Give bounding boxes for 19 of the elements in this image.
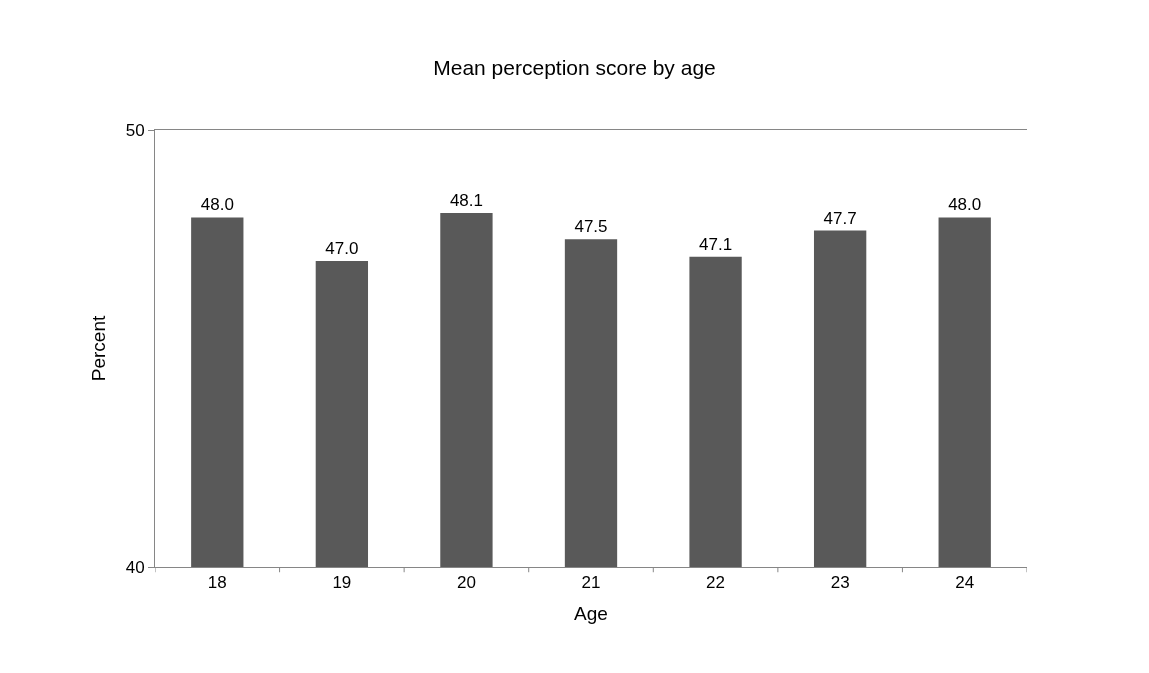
chart-title: Mean perception score by age xyxy=(433,55,716,79)
y-tick-label: 50 xyxy=(125,120,145,140)
x-tick-label: 21 xyxy=(581,573,601,593)
x-tick-label: 20 xyxy=(456,573,476,593)
x-tick-label: 24 xyxy=(955,573,975,593)
x-tick-label: 22 xyxy=(706,573,726,593)
data-label: 47.7 xyxy=(823,208,857,228)
x-axis-title: Age xyxy=(574,603,608,625)
x-tick-label: 19 xyxy=(332,573,352,593)
data-label: 48.0 xyxy=(948,195,982,215)
data-label: 48.1 xyxy=(449,191,483,211)
data-label: 48.0 xyxy=(200,195,234,215)
y-axis-title: Percent xyxy=(87,315,109,382)
data-label: 47.5 xyxy=(574,217,608,237)
x-tick-label: 23 xyxy=(830,573,850,593)
data-label: 47.1 xyxy=(699,234,733,254)
y-tick-label: 40 xyxy=(125,557,145,577)
x-tick-label: 18 xyxy=(207,573,227,593)
data-label: 47.0 xyxy=(325,239,359,259)
